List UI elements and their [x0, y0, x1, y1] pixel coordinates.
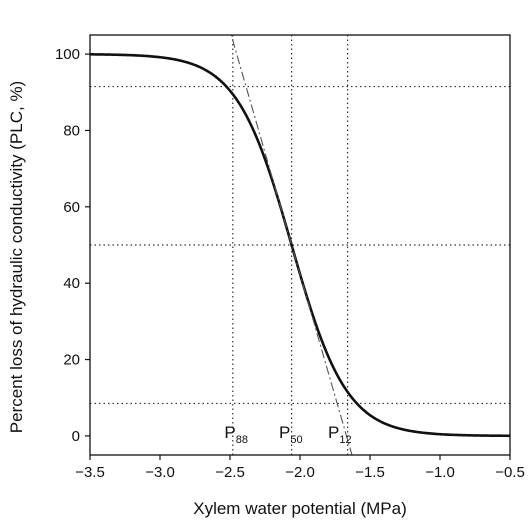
- y-tick-label: 20: [63, 352, 80, 369]
- reference-lines: [90, 35, 510, 455]
- x-tick-label: −3.5: [75, 464, 105, 481]
- x-tick-label: −3.0: [145, 464, 175, 481]
- x-tick-label: −0.5: [495, 464, 525, 481]
- y-tick-label: 100: [55, 46, 80, 63]
- y-tick-label: 80: [63, 122, 80, 139]
- y-axis-label: Percent loss of hydraulic conductivity (…: [7, 81, 26, 433]
- x-tick-label: −2.5: [215, 464, 245, 481]
- p-label: P12: [328, 423, 352, 446]
- x-tick-label: −2.0: [285, 464, 315, 481]
- p-label: P88: [224, 423, 248, 446]
- x-tick-label: −1.5: [355, 464, 385, 481]
- x-axis-label: Xylem water potential (MPa): [193, 499, 407, 518]
- p-label: P50: [279, 423, 303, 446]
- y-tick-label: 60: [63, 199, 80, 216]
- axis-ticks: −3.5 −3.0 −2.5 −2.0 −1.5 −1.0 −0.5 0 20 40 60 80 100: [55, 46, 525, 481]
- y-tick-label: 0: [72, 428, 80, 445]
- x-tick-label: −1.0: [425, 464, 455, 481]
- y-tick-label: 40: [63, 275, 80, 292]
- annotations: P88 P50 P12: [224, 423, 351, 446]
- series-layer: [90, 35, 510, 455]
